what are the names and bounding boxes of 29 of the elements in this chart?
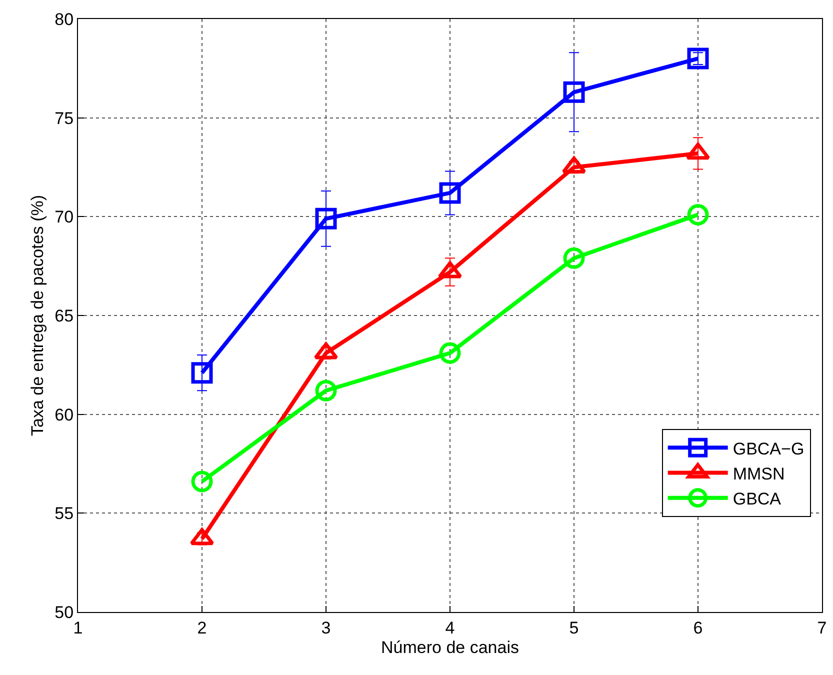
legend-label: GBCA bbox=[732, 490, 782, 508]
x-tick-label: 2 bbox=[197, 618, 207, 638]
legend-label: MMSN bbox=[732, 464, 785, 484]
point bbox=[315, 380, 337, 402]
y-tick-label: 65 bbox=[54, 306, 74, 326]
y-axis-title: Taxa de entrega de pacotes (%) bbox=[28, 195, 48, 436]
point bbox=[563, 247, 585, 269]
point bbox=[563, 81, 585, 103]
x-tick-label: 7 bbox=[817, 618, 827, 638]
x-axis-title: Número de canais bbox=[381, 638, 519, 657]
point bbox=[687, 48, 709, 70]
point bbox=[439, 182, 461, 204]
x-tick-label: 5 bbox=[569, 618, 579, 638]
point bbox=[191, 362, 213, 384]
point bbox=[315, 208, 337, 230]
point bbox=[191, 470, 213, 492]
y-tick-label: 70 bbox=[54, 208, 74, 227]
x-tick-label: 6 bbox=[693, 618, 703, 638]
y-tick-label: 50 bbox=[54, 602, 74, 622]
y-tick-label: 55 bbox=[54, 504, 74, 524]
point bbox=[439, 342, 461, 364]
y-tick-label: 80 bbox=[54, 10, 74, 29]
x-tick-label: 1 bbox=[73, 618, 83, 638]
x-tick-label: 4 bbox=[445, 618, 455, 638]
point bbox=[687, 204, 709, 226]
y-tick-label: 60 bbox=[54, 405, 74, 424]
y-tick-label: 75 bbox=[54, 108, 74, 128]
x-tick-label: 3 bbox=[321, 618, 331, 638]
legend-label: GBCA−G bbox=[732, 439, 804, 458]
